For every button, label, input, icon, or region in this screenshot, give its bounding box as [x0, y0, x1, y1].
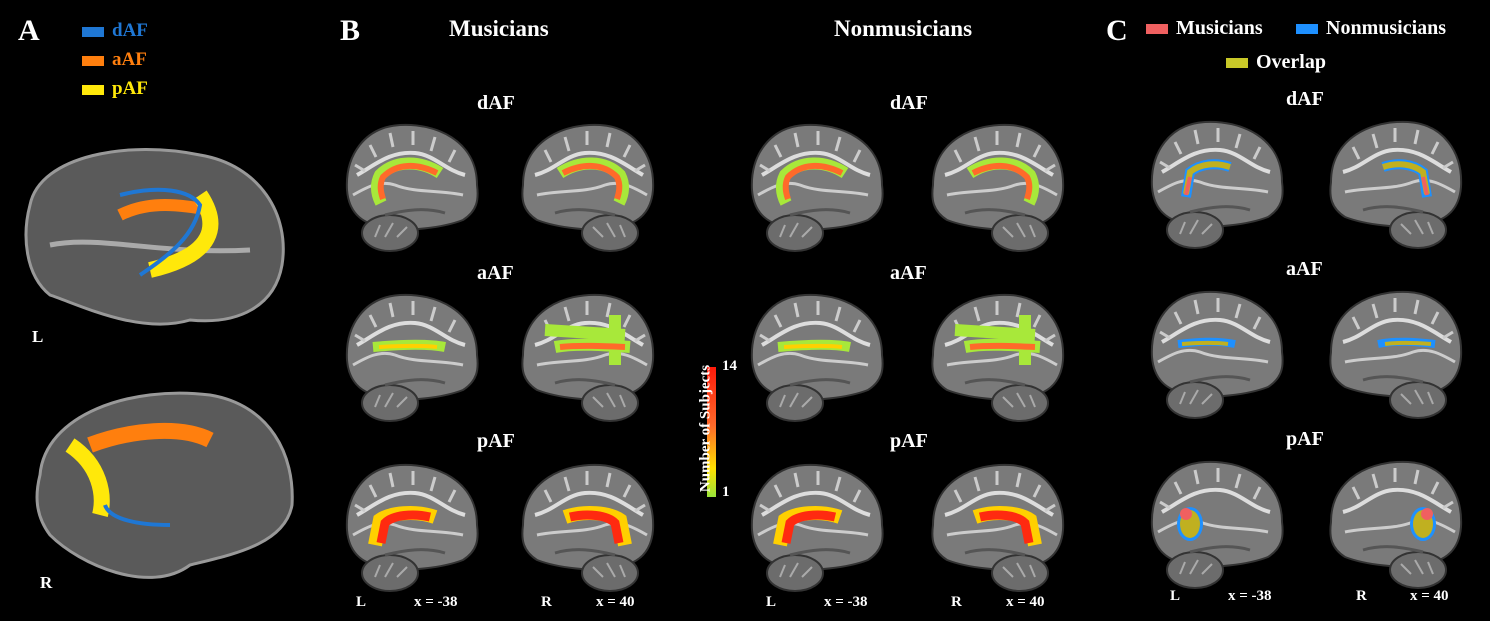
hemisphere-label-l: L — [32, 327, 44, 346]
panel-a-letter: A — [18, 14, 40, 47]
legend-label: pAF — [112, 78, 148, 99]
legend-item-nonmusicians: Nonmusicians — [1296, 17, 1446, 40]
group-title-musicians: Musicians — [449, 16, 549, 41]
tract-overlay — [372, 339, 446, 352]
tractography-right-image — [35, 391, 294, 579]
tract-overlay — [368, 506, 438, 547]
brain-slice — [931, 293, 1065, 422]
colorbar — [707, 367, 716, 497]
footer-l: L — [1170, 588, 1181, 604]
footer-l-coord: x = -38 — [414, 594, 458, 610]
legend-item-daf: dAF — [82, 20, 148, 42]
tract-overlay — [371, 157, 444, 206]
brain-slice — [345, 293, 479, 422]
brain-slice — [931, 123, 1065, 252]
brain-slice — [1150, 120, 1284, 249]
brain-slice — [1329, 120, 1463, 249]
tract-overlay — [1410, 507, 1436, 541]
hemisphere-label-r: R — [40, 573, 53, 592]
brain-slice — [750, 463, 884, 592]
footer-r-coord: x = 40 — [596, 594, 635, 610]
footer-r: R — [1356, 588, 1367, 604]
row-label-paf: pAF — [890, 430, 928, 452]
footer-l: L — [356, 594, 367, 610]
tract-overlay — [776, 157, 849, 206]
row-label-aaf: aAF — [1286, 258, 1323, 280]
panel-b-letter: B — [340, 14, 361, 47]
legend-swatch — [1146, 24, 1168, 35]
tract-overlay — [544, 315, 631, 365]
row-label-daf: dAF — [890, 92, 928, 114]
legend-item-aaf: aAF — [82, 49, 147, 71]
legend-swatch — [1296, 24, 1318, 35]
tract-overlay — [1377, 337, 1436, 348]
legend-label: Nonmusicians — [1326, 17, 1447, 39]
brain-slice — [521, 463, 655, 592]
tract-overlay — [562, 506, 632, 547]
tract-overlay — [556, 157, 629, 206]
panel-c-letter: C — [1106, 14, 1128, 47]
legend-label: Musicians — [1176, 17, 1263, 39]
footer-l-coord: x = -38 — [1228, 588, 1272, 604]
footer-r-coord: x = 40 — [1006, 594, 1045, 610]
brain-slice — [750, 293, 884, 422]
row-label-daf: dAF — [1286, 88, 1324, 110]
tract-overlay — [1177, 507, 1203, 541]
footer-r: R — [951, 594, 962, 610]
tractography-left-image — [24, 147, 285, 326]
tract-overlay — [1381, 159, 1432, 198]
footer-l-coord: x = -38 — [824, 594, 868, 610]
tract-overlay — [966, 157, 1039, 206]
tract-overlay — [972, 506, 1042, 547]
legend-label: dAF — [112, 20, 148, 41]
brain-slice — [521, 293, 655, 422]
brain-slice — [1150, 460, 1284, 589]
row-label-paf: pAF — [477, 430, 515, 452]
tract-overlay — [954, 315, 1041, 365]
legend-swatch — [82, 55, 104, 66]
footer-l: L — [766, 594, 777, 610]
group-title-nonmusicians: Nonmusicians — [834, 16, 973, 41]
brain-slice — [750, 123, 884, 252]
brain-slice — [1329, 460, 1463, 589]
row-label-aaf: aAF — [890, 262, 927, 284]
legend-item-paf: pAF — [82, 78, 148, 100]
legend-item-musicians: Musicians — [1146, 17, 1263, 40]
legend-item-overlap: Overlap — [1226, 51, 1326, 74]
colorbar-label: Number of Subjects — [697, 364, 714, 493]
row-label-aaf: aAF — [477, 262, 514, 284]
legend-swatch — [1226, 58, 1248, 69]
tract-overlay — [1181, 159, 1232, 198]
footer-r: R — [541, 594, 552, 610]
colorbar-min: 1 — [722, 484, 730, 500]
tract-overlay — [1177, 337, 1236, 348]
legend-swatch — [82, 26, 104, 37]
row-label-daf: dAF — [477, 92, 515, 114]
tract-overlay — [777, 339, 851, 352]
legend-label: Overlap — [1256, 51, 1326, 73]
legend-label: aAF — [112, 49, 147, 70]
brain-slice — [345, 463, 479, 592]
brain-slice — [931, 463, 1065, 592]
brain-slice — [1329, 290, 1463, 419]
brain-slice — [345, 123, 479, 252]
legend-swatch — [82, 84, 104, 95]
tract-overlay — [773, 506, 843, 547]
colorbar-max: 14 — [722, 358, 737, 374]
brain-slice — [1150, 290, 1284, 419]
footer-r-coord: x = 40 — [1410, 588, 1449, 604]
brain-slice — [521, 123, 655, 252]
row-label-paf: pAF — [1286, 428, 1324, 450]
